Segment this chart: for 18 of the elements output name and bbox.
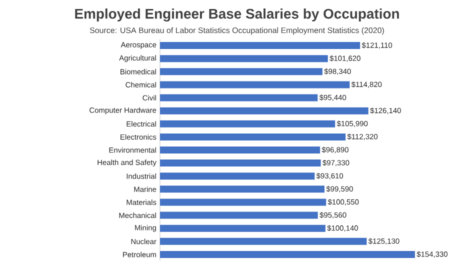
bar [160,120,336,128]
bar [160,133,346,140]
bar [160,42,360,50]
bar [160,224,326,232]
bar [160,238,367,245]
bar [160,68,322,76]
bar [160,160,321,167]
bar [160,107,368,114]
bar [160,186,325,193]
bar [160,94,318,102]
bar [160,250,415,258]
bar [160,81,350,88]
bar [160,146,320,154]
bar [160,198,326,206]
bar [160,212,318,219]
chart-title: Employed Engineer Base Salaries by Occupation [75,8,399,22]
bar [160,55,328,62]
bar [160,172,315,180]
